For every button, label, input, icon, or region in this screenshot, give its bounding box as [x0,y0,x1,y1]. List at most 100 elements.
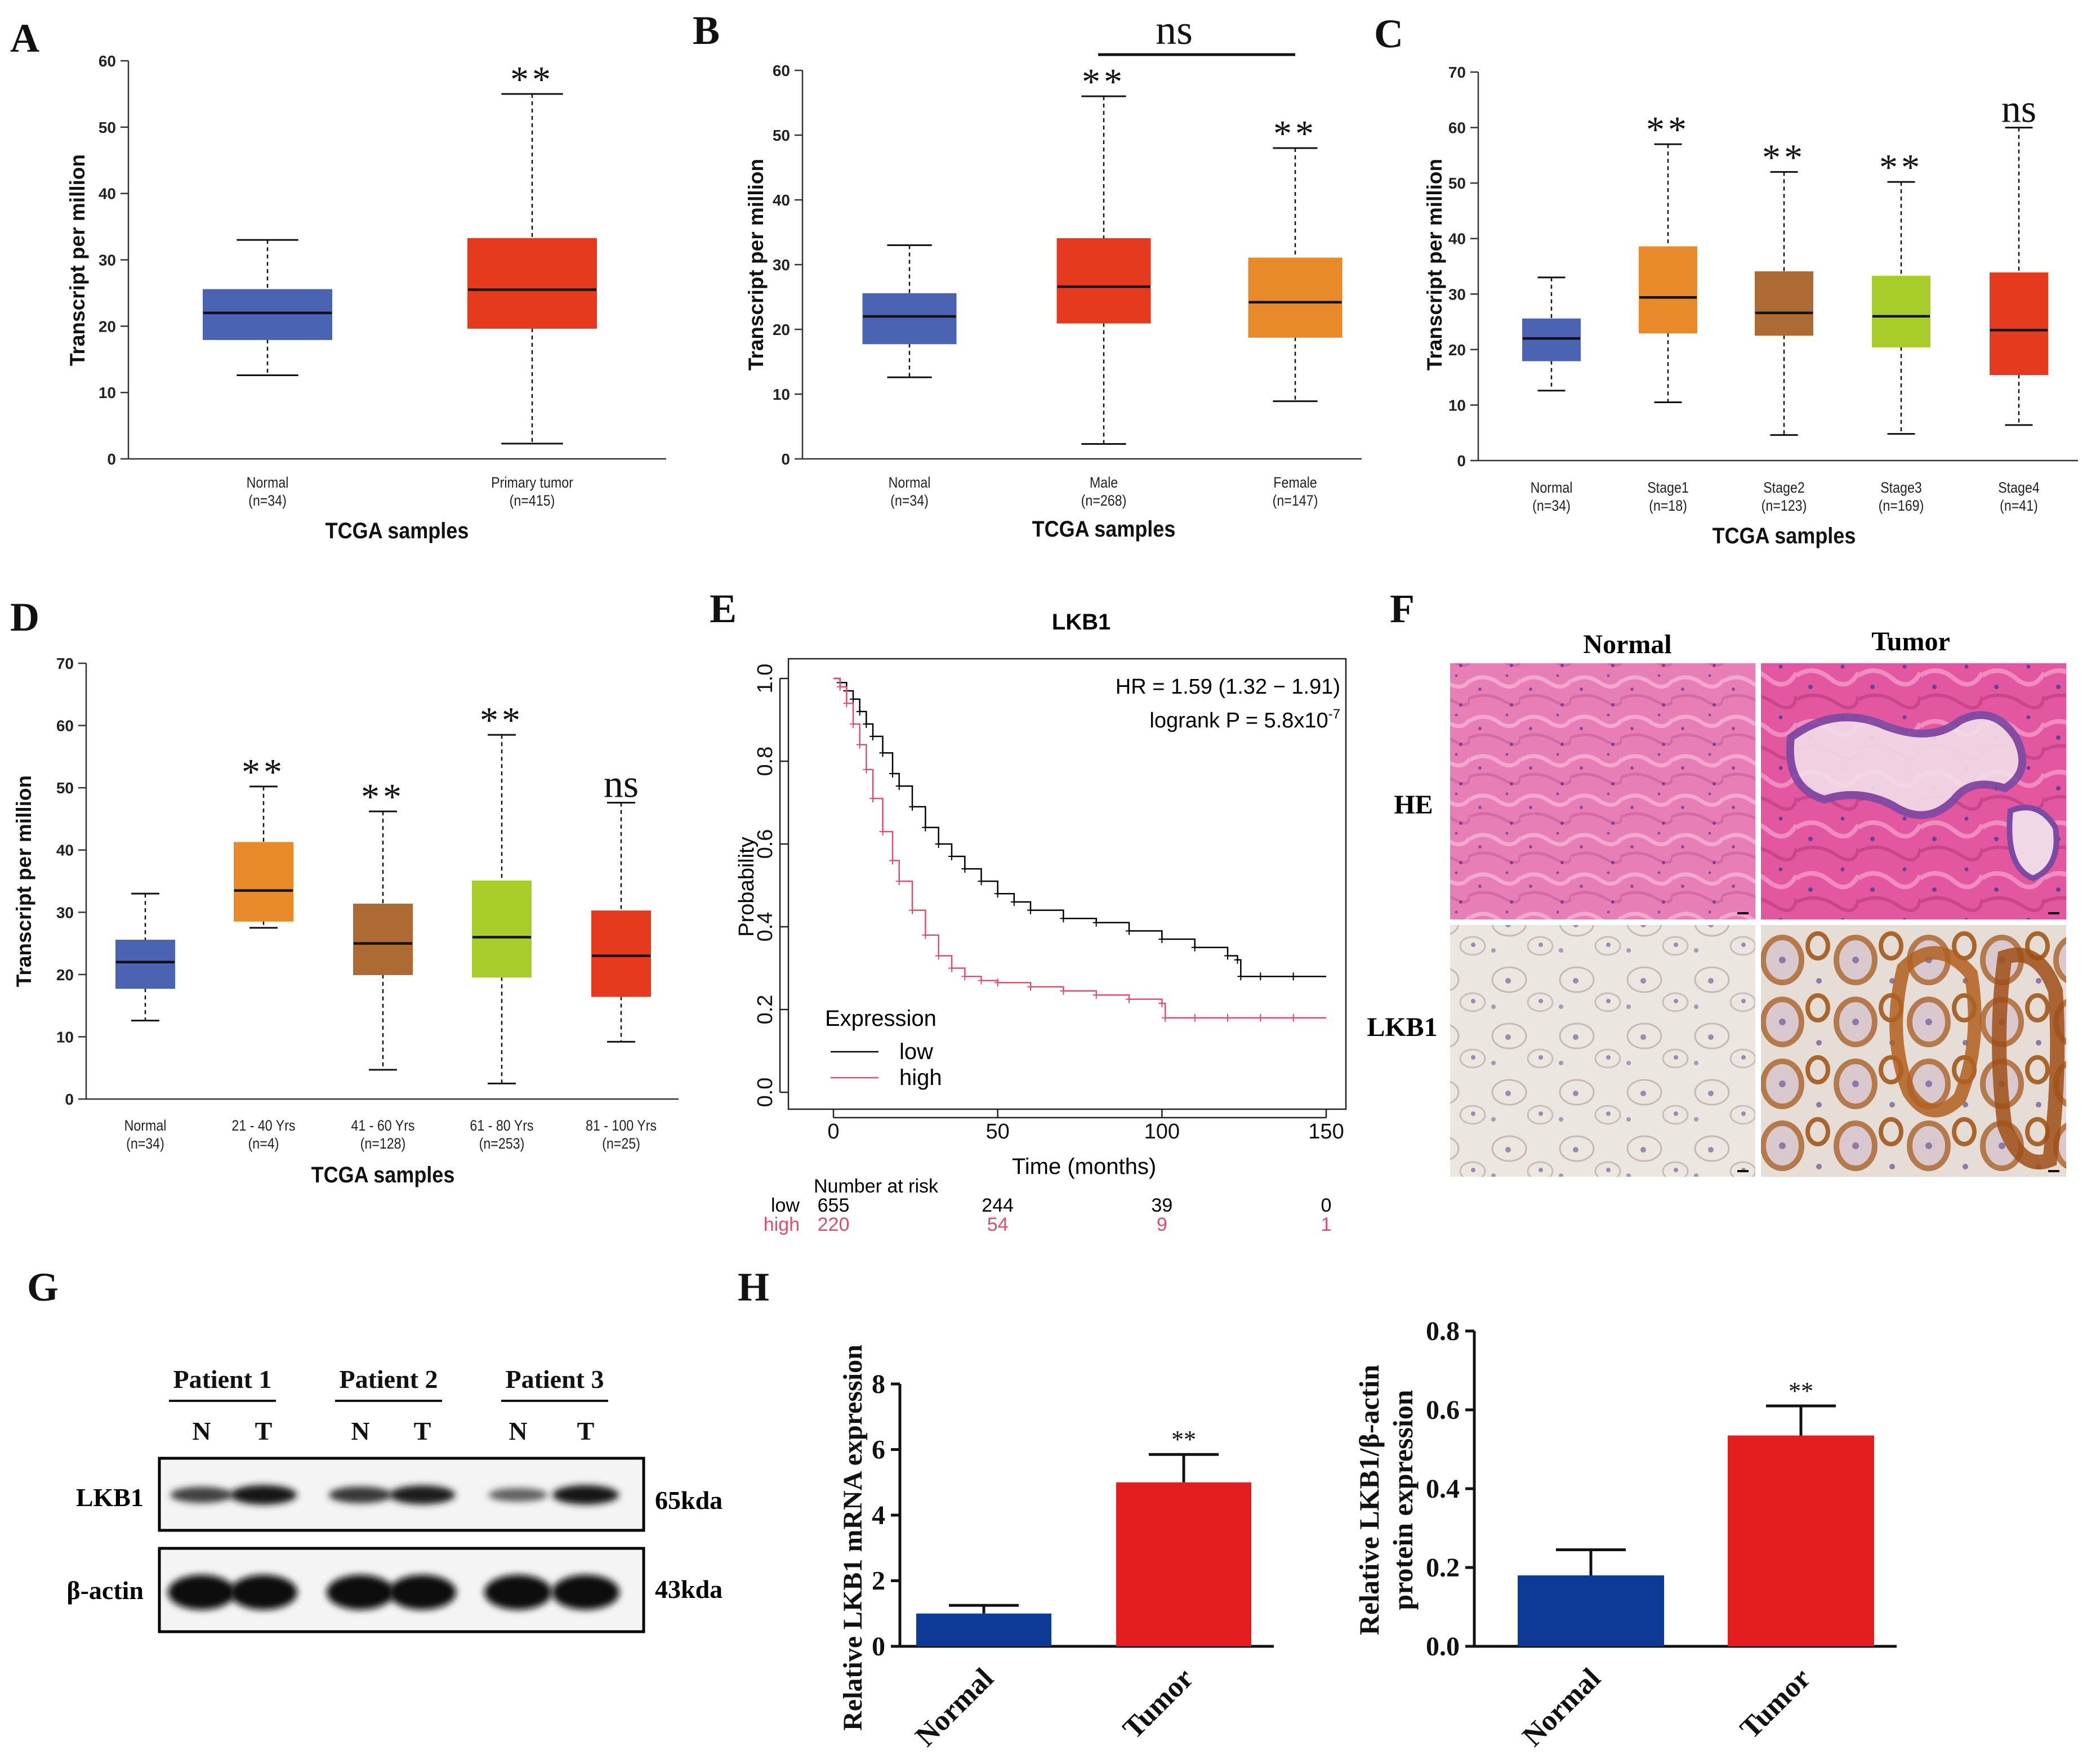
western-blot-panel-g: LKB1 β-actin 65kda 43kda Patient 1 Patien… [66,1365,723,1633]
km-legend-high-label: high [899,1065,942,1090]
panel-label-b: B [693,8,720,53]
km-censor-mark [889,856,896,865]
histology-row-he: HE [1394,790,1433,820]
blot-band [168,1575,235,1610]
box-iqr [115,940,175,989]
blot-lane-label: T [414,1417,431,1445]
km-censor-mark [935,952,942,960]
category-label: 81 - 100 Yrs [586,1117,657,1134]
blot-band [488,1488,548,1502]
bar-y-tick-label: 0.8 [1426,1316,1460,1346]
y-tick-label: 20 [1448,341,1466,359]
histology-col-tumor: Tumor [1871,627,1950,657]
blot-band [328,1486,393,1503]
km-censor-mark [1060,914,1067,923]
km-risk-value: 39 [1151,1195,1172,1216]
category-n-label: (n=123) [1762,497,1807,514]
bar-y-tick-label: 0.0 [1426,1632,1460,1662]
significance-label: ** [361,776,405,818]
category-label: Stage4 [1998,479,2040,496]
category-n-label: (n=25) [602,1135,640,1152]
km-logrank-text: logrank P = 5.8x10-7 [1149,707,1340,733]
significance-label: ns [2001,88,2036,131]
y-tick-label: 20 [56,966,74,984]
km-censor-mark [1027,906,1034,914]
box-iqr [862,293,957,345]
km-legend-title: Expression [825,1006,937,1031]
y-tick-label: 20 [773,321,790,338]
y-tick-label: 0 [1457,452,1466,470]
y-tick-label: 30 [1448,285,1466,303]
ns-bracket-label: ns [1156,7,1193,53]
panel-label-e: E [710,586,737,631]
blot-lane-label: N [192,1417,211,1445]
km-censor-mark [856,740,863,749]
km-censor-mark [863,720,870,728]
km-y-tick-label: 1.0 [753,664,777,694]
y-tick-label: 40 [773,191,790,209]
y-tick-label: 10 [773,386,790,403]
y-tick-label: 40 [1448,230,1466,248]
km-title: LKB1 [1052,610,1111,635]
km-y-tick-label: 0.0 [753,1078,777,1107]
km-censor-mark [994,979,1001,987]
y-tick-label: 10 [99,384,116,401]
boxplot-panel-d: 0 10 20 30 40 50 60 70 Transcript per million TCG… [12,655,679,1187]
category-n-label: (n=128) [360,1135,406,1152]
category-n-label: (n=415) [510,492,555,509]
bar-y-tick-label: 0.2 [1426,1553,1460,1583]
bar-y-axis-title-line2: protein expression [1387,1390,1419,1610]
ihc-normal-image [1450,925,1755,1177]
significance-label: ** [242,752,286,793]
category-label: Normal [124,1117,167,1134]
km-censor-mark [909,802,916,811]
panel-label-h: H [738,1265,769,1310]
km-censor-mark [863,765,870,774]
significance-label: ** [480,700,524,741]
boxplot-panel-c: 0 10 20 30 40 50 60 70 Transcript per million TCG… [1423,64,2078,548]
km-frame [787,658,1347,1110]
significance-label: ** [1082,61,1126,102]
significance-label: ** [1762,137,1806,178]
box-iqr [467,238,597,329]
y-tick-label: 0 [781,450,790,468]
blot-patient-label: Patient 2 [339,1365,438,1394]
y-tick-label: 30 [56,904,74,921]
panel-label-d: D [10,595,39,640]
box-iqr [1056,238,1151,324]
he-tumor-gland-shape [1786,711,2027,819]
x-axis-title: TCGA samples [1713,524,1856,548]
box-iqr [472,881,532,978]
km-censor-mark [1237,972,1245,981]
km-censor-mark [1010,897,1018,906]
box-iqr [1522,318,1581,361]
km-xlabel: Time (months) [1012,1154,1156,1179]
km-censor-mark [850,720,857,728]
he-normal-image [1450,663,1755,919]
y-tick-label: 40 [56,842,74,859]
category-label: 61 - 80 Yrs [470,1117,533,1134]
bar-category-label: Tumor [1117,1662,1199,1745]
scale-bar [2048,1170,2059,1172]
bar-category-label: Tumor [1734,1662,1817,1745]
category-label: 21 - 40 Yrs [231,1117,295,1134]
bar-y-tick-label: 6 [872,1435,885,1465]
bar-significance-label: ** [1789,1377,1813,1405]
km-risk-value: 54 [987,1214,1009,1235]
bar-y-tick-label: 8 [872,1369,885,1399]
blot-lane-label: N [351,1417,369,1445]
km-hr-text: HR = 1.59 (1.32 − 1.91) [1116,675,1340,699]
bar-y-tick-label: 0.6 [1426,1395,1460,1425]
histology-panel-f: Normal Tumor HE LKB1 [1367,627,2066,1177]
blot-lane-label: T [577,1417,595,1445]
category-label: Normal [1531,479,1573,496]
km-x-tick-label: 100 [1144,1120,1180,1144]
category-n-label: (n=147) [1273,492,1318,509]
category-label: Normal [889,474,931,491]
category-label: 41 - 60 Yrs [351,1117,414,1134]
km-censor-mark [850,695,857,703]
blot-band [552,1575,619,1610]
km-censor-mark [1126,927,1132,935]
km-censor-mark [935,840,942,848]
y-tick-label: 30 [773,256,790,274]
